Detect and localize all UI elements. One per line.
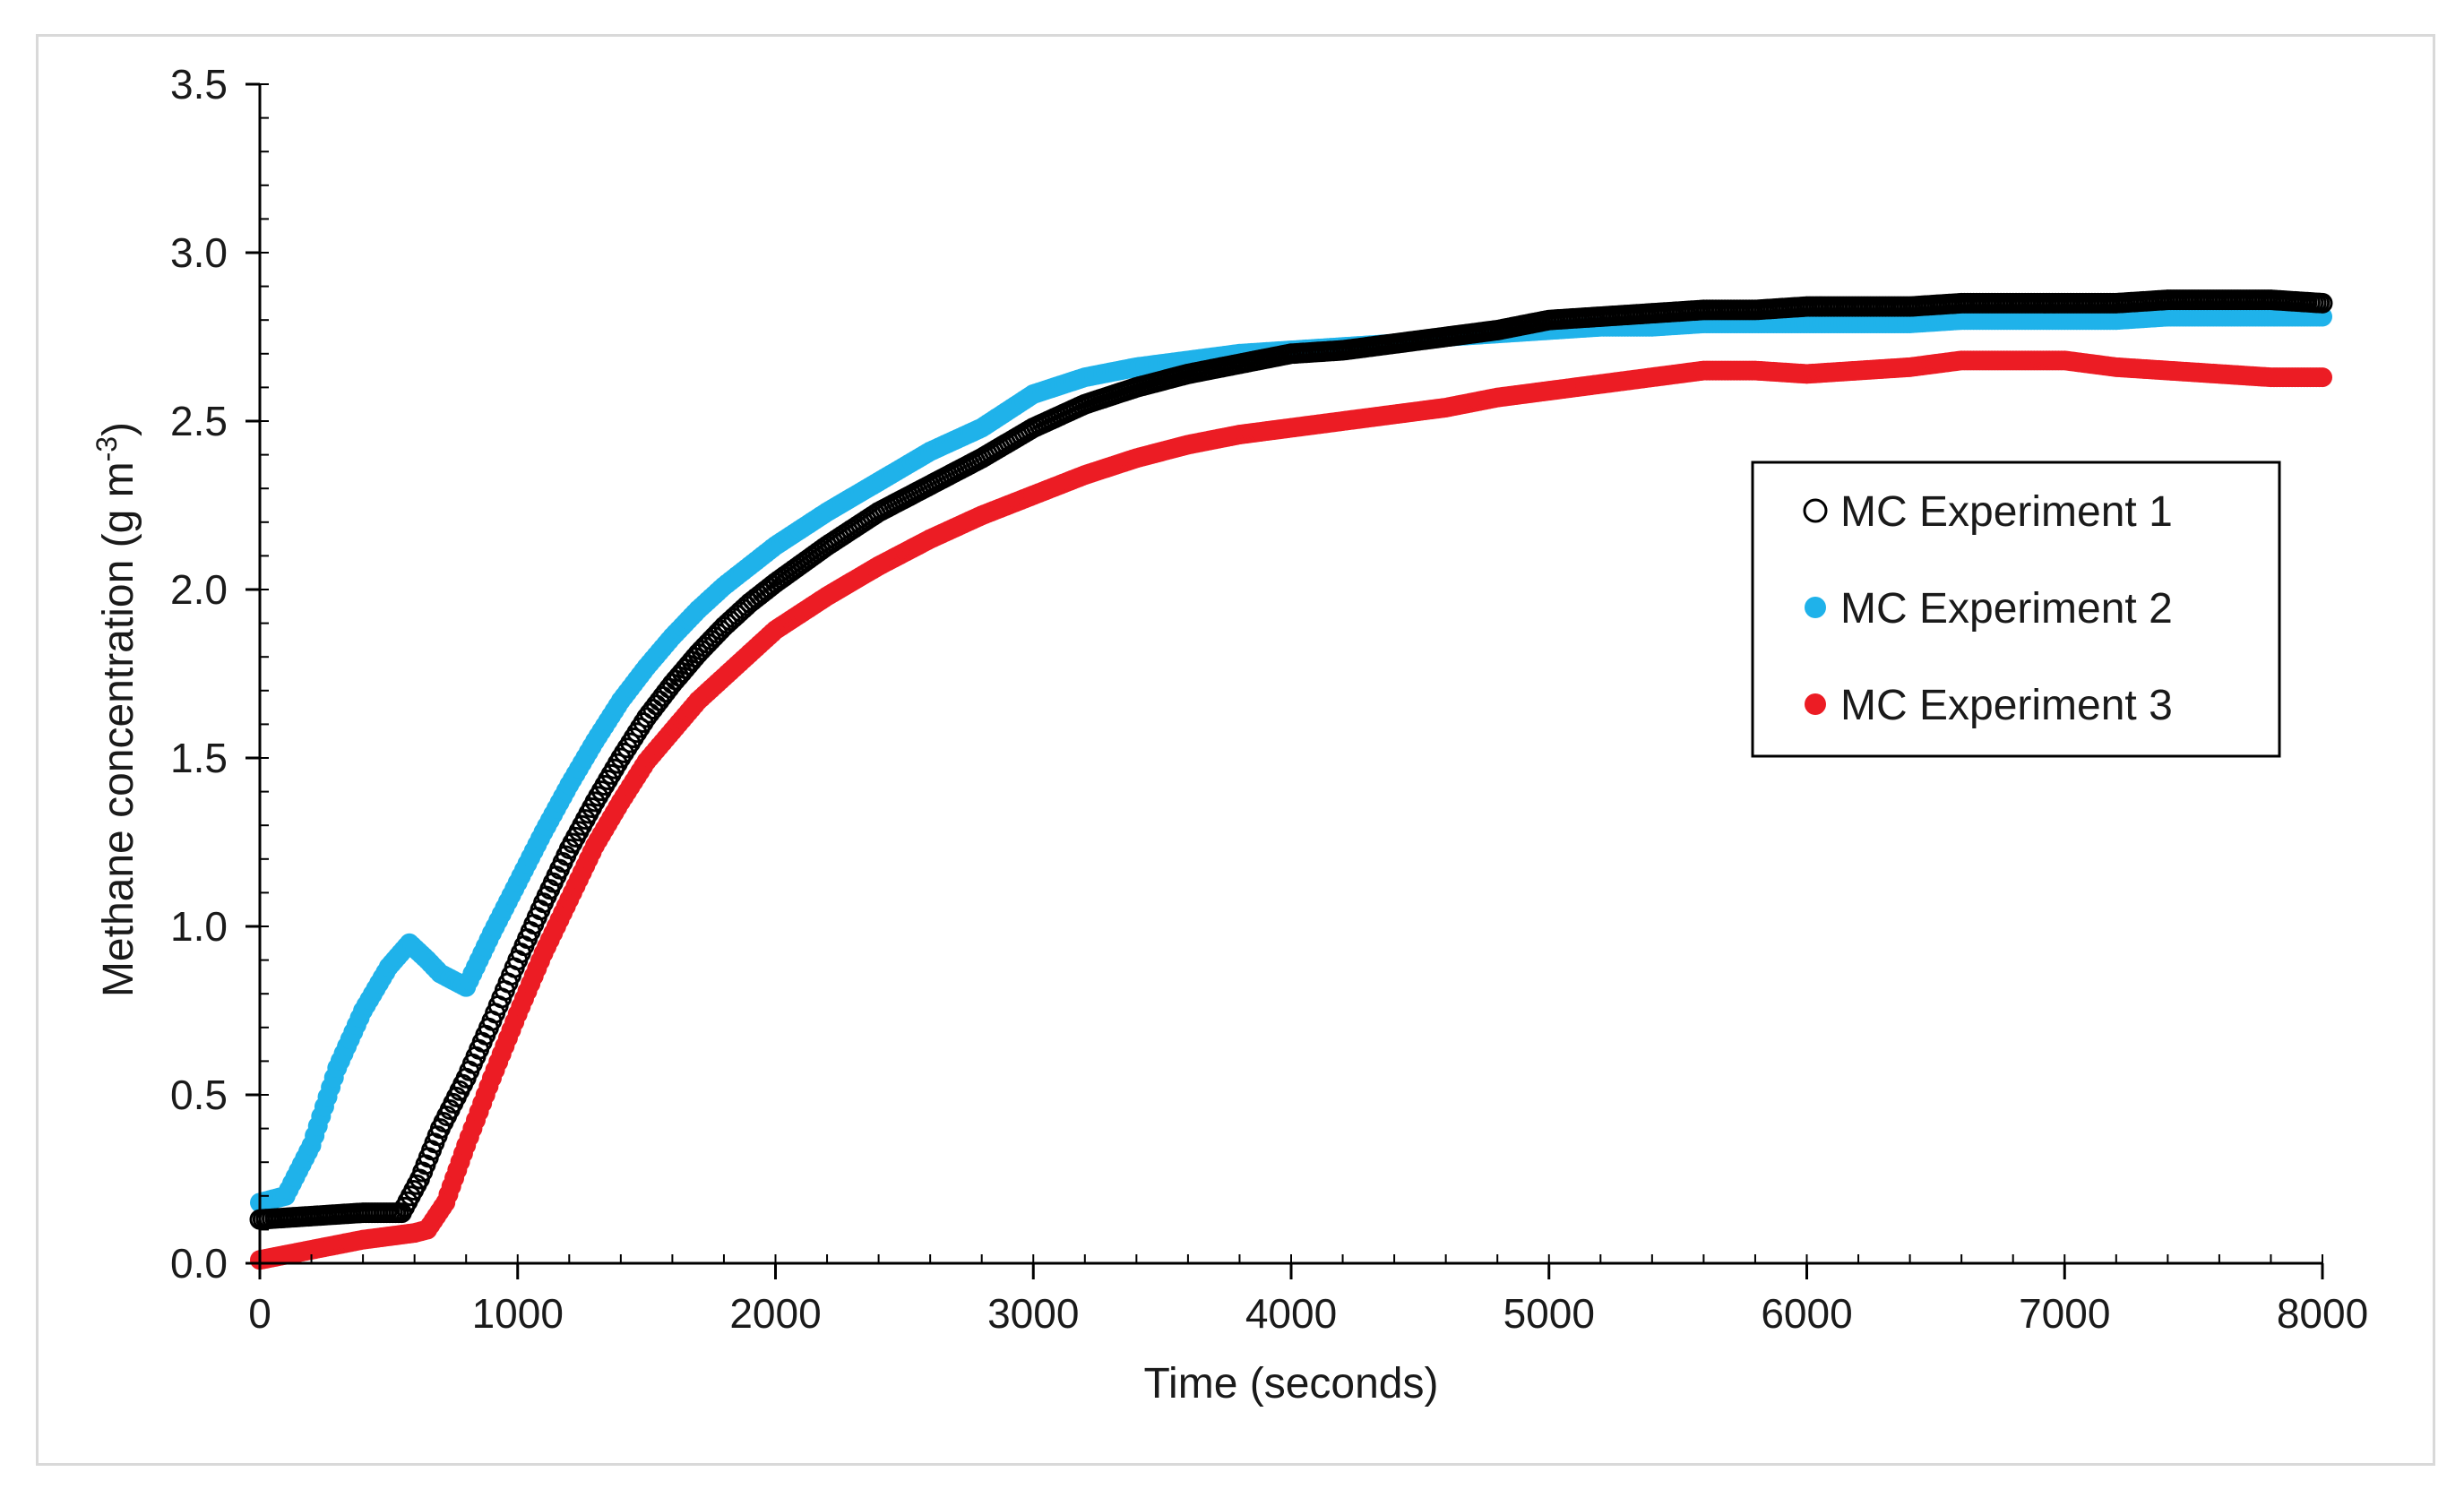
legend-entries: MC Experiment 1 MC Experiment 2 MC Experim… <box>1803 488 2173 729</box>
x-tick-label: 2000 <box>729 1290 821 1337</box>
x-axis-title: Time (seconds) <box>1144 1360 1439 1408</box>
y-axis-title: Methane concentration (g m-3) <box>90 422 142 997</box>
ticks-layer: 0.0 0.5 1.0 1.5 2.0 2.5 3.0 3.5 0 1000 2000 3000 400… <box>170 61 2368 1337</box>
series-1 <box>249 289 2333 1230</box>
x-tick-label: 5000 <box>1503 1290 1595 1337</box>
y-tick-label: 2.5 <box>170 398 228 444</box>
x-tick-label: 7000 <box>2019 1290 2110 1337</box>
series-3 <box>250 350 2332 1270</box>
x-tick-label: 8000 <box>2277 1290 2368 1337</box>
x-tick-label: 3000 <box>987 1290 1079 1337</box>
legend: MC Experiment 1 MC Experiment 2 MC Experim… <box>1751 461 2281 758</box>
legend-label-1: MC Experiment 1 <box>1840 488 2173 536</box>
y-tick-label: 0.0 <box>170 1240 228 1287</box>
y-tick-label: 3.5 <box>170 61 228 108</box>
y-axis-title-superscript: -3 <box>90 436 123 461</box>
data-point <box>2312 292 2333 314</box>
y-tick-label: 1.5 <box>170 735 228 781</box>
x-tick-label: 6000 <box>1761 1290 1852 1337</box>
series-2 <box>250 306 2332 1213</box>
y-axis-title-main: Methane concentration (g m <box>95 461 142 997</box>
y-tick-label: 0.5 <box>170 1072 228 1118</box>
data-point <box>2313 367 2332 388</box>
series-layer <box>249 289 2333 1270</box>
legend-box <box>1751 461 2281 758</box>
y-tick-label: 1.0 <box>170 903 228 950</box>
x-tick-label: 0 <box>248 1290 271 1337</box>
legend-marker-1 <box>1803 498 1828 523</box>
y-tick-label: 3.0 <box>170 229 228 276</box>
legend-marker-2 <box>1805 597 1826 618</box>
legend-marker-3 <box>1805 693 1826 715</box>
x-tick-label: 1000 <box>472 1290 564 1337</box>
y-axis-title-tail: ) <box>95 422 142 436</box>
legend-label-3: MC Experiment 3 <box>1840 682 2173 729</box>
x-tick-label: 4000 <box>1245 1290 1337 1337</box>
legend-label-2: MC Experiment 2 <box>1840 585 2173 633</box>
y-tick-label: 2.0 <box>170 566 228 613</box>
